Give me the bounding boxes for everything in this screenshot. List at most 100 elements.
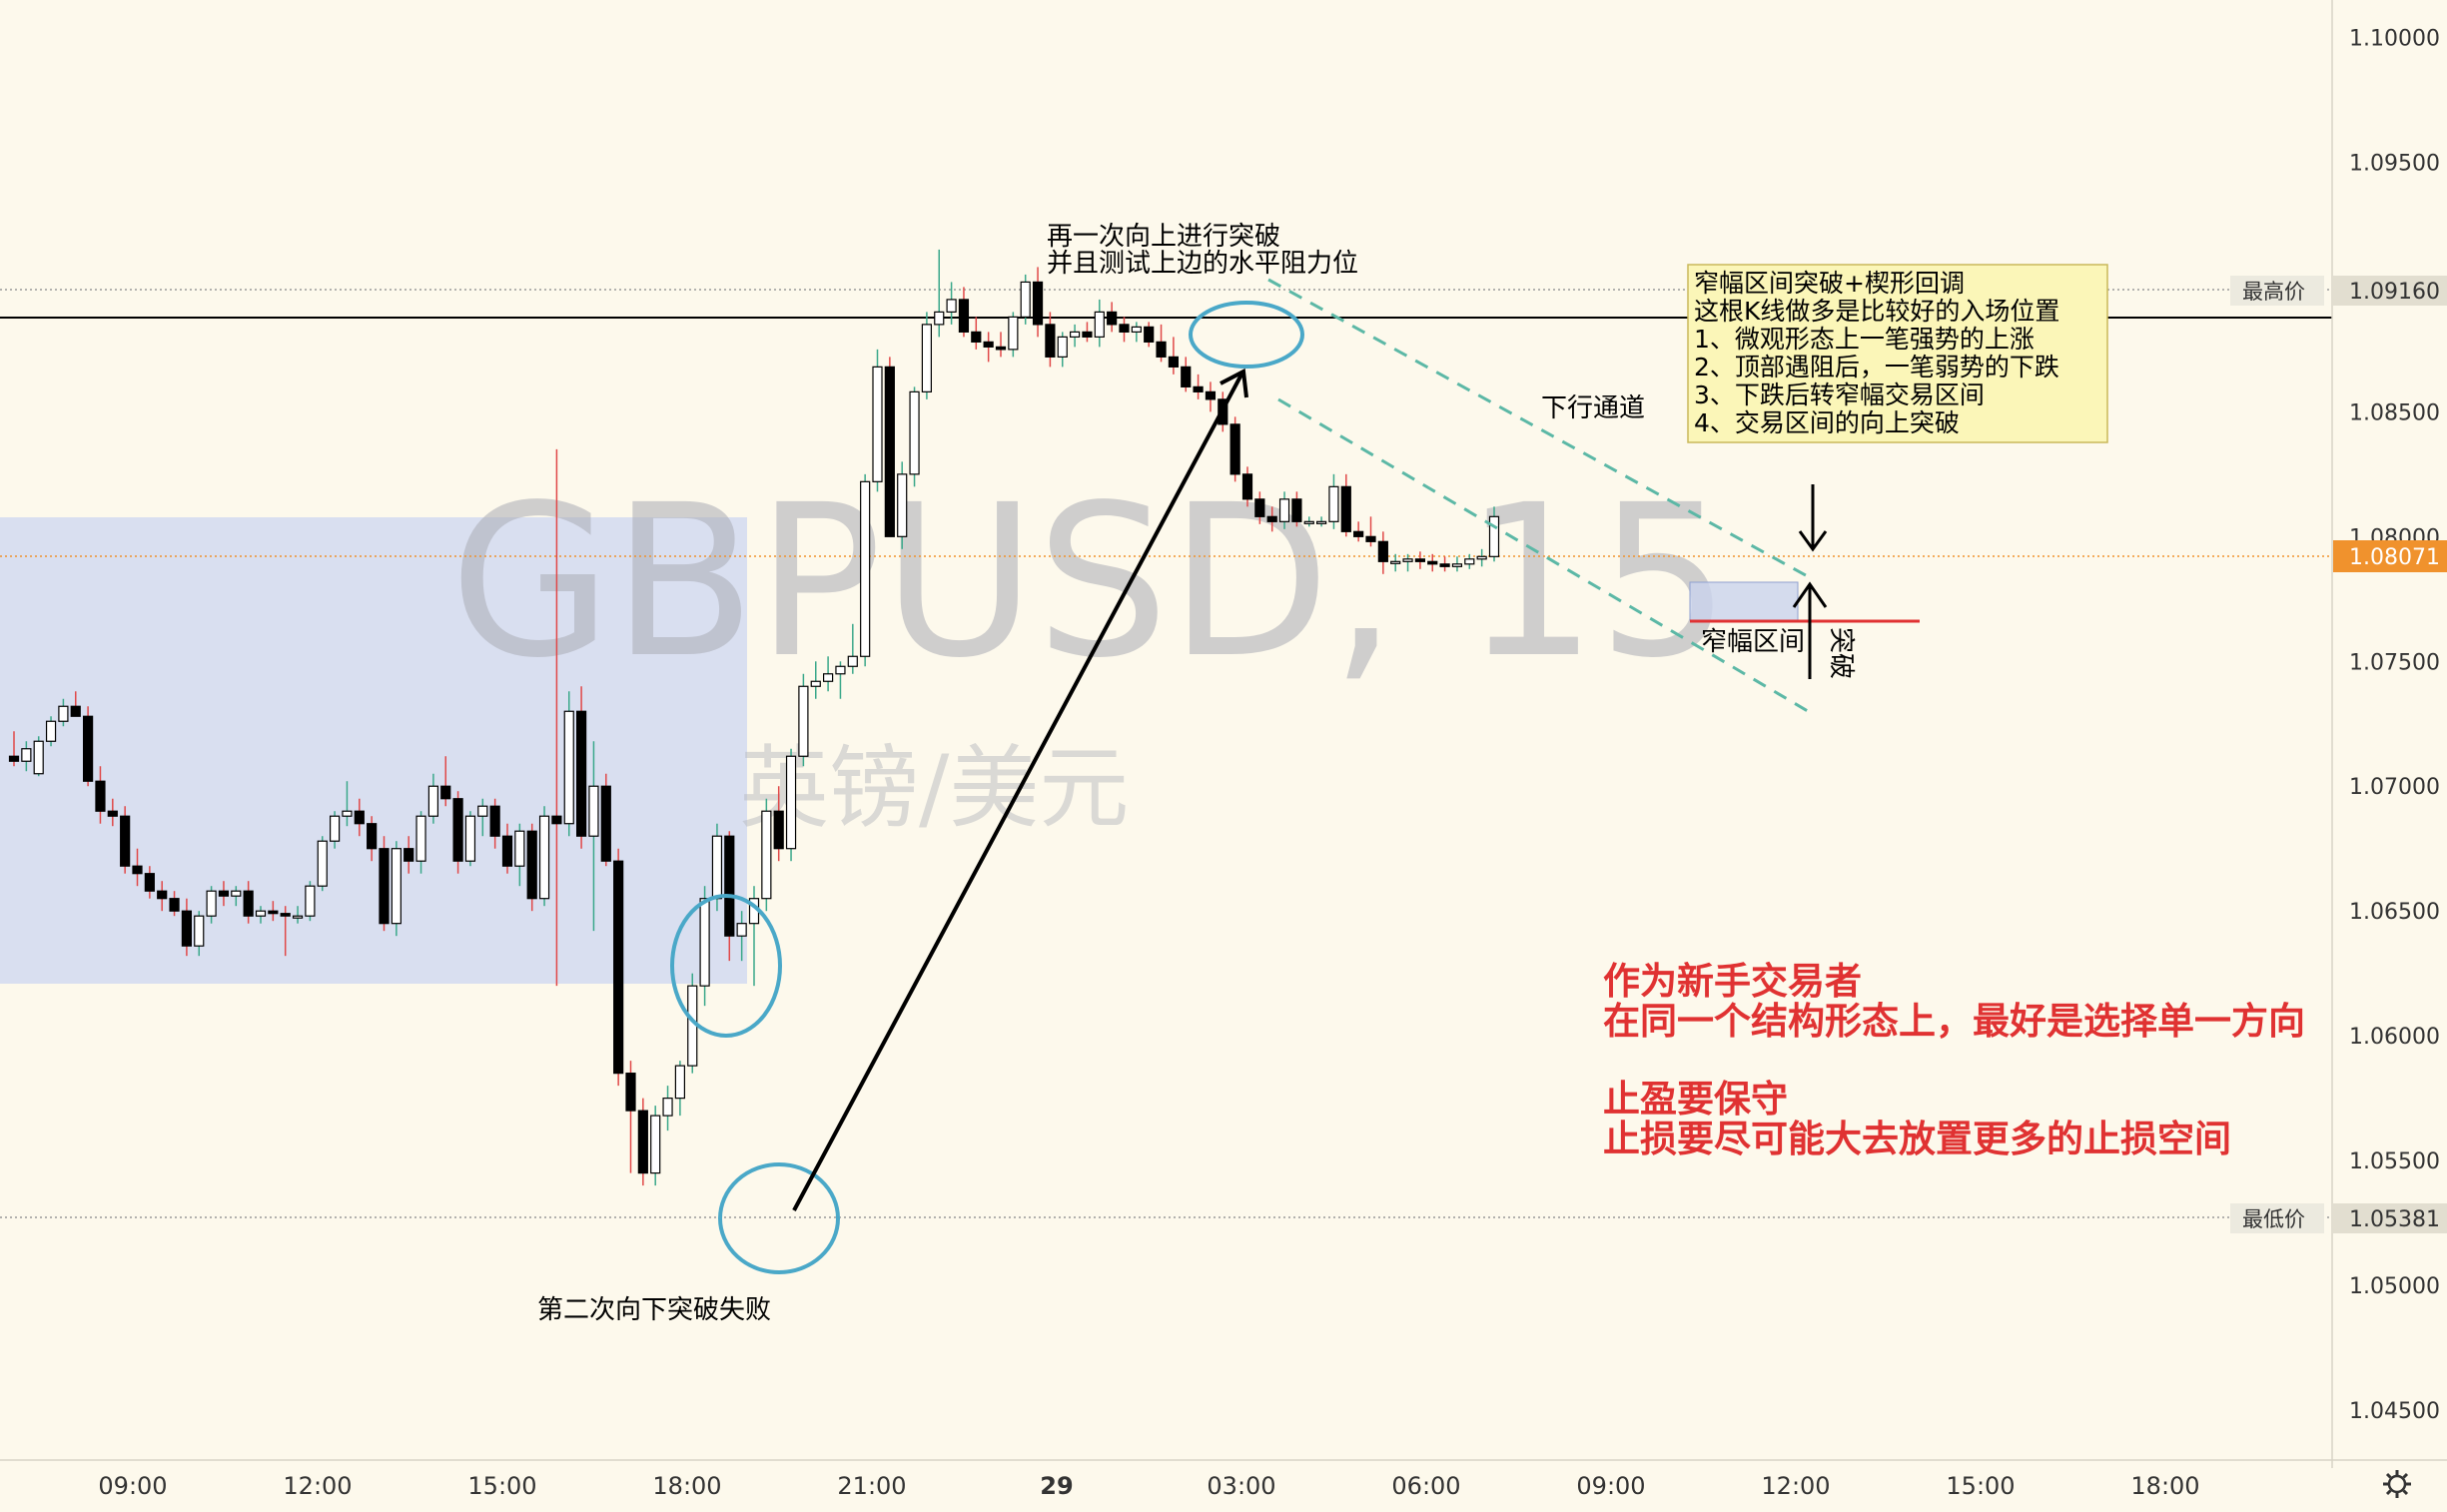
candle-body — [1107, 311, 1118, 326]
rally-arrow-head — [1220, 368, 1248, 398]
time-tick-label: 15:00 — [1946, 1472, 2015, 1500]
candle-body — [1020, 281, 1031, 318]
candle-body — [243, 890, 254, 917]
candle-body — [1328, 485, 1339, 522]
high-price-value-bg — [2333, 276, 2447, 306]
candle-body — [625, 1073, 636, 1112]
candle-body — [1476, 555, 1487, 560]
candle-body — [860, 480, 871, 657]
info-box-line-3: 1、微观形态上一笔强势的上涨 — [1694, 325, 2035, 354]
candle-body — [958, 299, 970, 333]
candles-group — [8, 249, 1500, 1186]
candle-body — [280, 913, 291, 917]
channel-upper-line — [1267, 278, 1814, 581]
range-label: 窄幅区间 — [1701, 627, 1805, 657]
candle-body — [1451, 563, 1463, 567]
watermark-symbol: GBPUSD, 15 — [449, 459, 1731, 704]
price-tick-label: 1.05000 — [2349, 1274, 2440, 1299]
channel-lower-line — [1277, 397, 1814, 716]
candle-body — [132, 865, 143, 875]
candle-body — [674, 1065, 686, 1100]
low-price-value: 1.05381 — [2349, 1207, 2440, 1232]
candle-body — [1303, 520, 1314, 524]
candle-body — [1488, 515, 1500, 557]
candle-body — [1057, 336, 1068, 358]
candle-body — [662, 1098, 673, 1117]
bottom-note: 第二次向下突破失败 — [537, 1295, 771, 1325]
channel-label: 下行通道 — [1541, 393, 1645, 423]
candle-body — [798, 685, 809, 757]
candle-body — [884, 366, 895, 537]
candle-body — [231, 890, 242, 897]
watermark-subtitle: 英镑/美元 — [739, 736, 1129, 841]
candle-body — [415, 815, 426, 862]
candle-body — [810, 680, 821, 687]
candle-body — [1008, 316, 1019, 351]
candle-body — [404, 848, 414, 862]
candle-body — [1193, 385, 1204, 392]
price-axis-panel — [2332, 0, 2447, 1508]
candle-body — [1241, 473, 1253, 500]
time-tick-label: 12:00 — [1761, 1472, 1830, 1500]
candle-body — [452, 798, 463, 862]
price-tick-label: 1.09500 — [2349, 151, 2440, 176]
price-tick-label: 1.06000 — [2349, 1025, 2440, 1050]
high-price-marker-bg — [2230, 276, 2324, 306]
candle-body — [194, 915, 205, 947]
low-price-marker-bg — [2230, 1203, 2324, 1233]
candle-body — [379, 848, 390, 925]
entry-down-arrow-head — [1798, 530, 1828, 552]
candle-body — [1094, 311, 1105, 338]
candle-body — [1390, 560, 1401, 564]
candle-body — [33, 740, 44, 775]
info-box-line-6: 4、交易区间的向上突破 — [1694, 408, 1960, 437]
candle-body — [157, 890, 168, 900]
candle-body — [1340, 485, 1351, 532]
info-box — [1687, 264, 2108, 443]
circle-low — [718, 1162, 840, 1274]
time-tick-label: 09:00 — [1576, 1472, 1645, 1500]
candle-body — [909, 390, 920, 475]
red-text-line-4: 止盈要保守 — [1603, 1078, 1788, 1121]
price-tick-label: 1.08500 — [2349, 400, 2440, 425]
candle-body — [1131, 326, 1142, 333]
candle-body — [946, 299, 957, 313]
current-price-value-bg — [2333, 540, 2447, 572]
candle-body — [971, 331, 982, 343]
candle-body — [897, 473, 908, 537]
candle-body — [391, 848, 402, 925]
candle-body — [305, 885, 316, 917]
candle-body — [551, 815, 562, 825]
info-box-line-5: 3、下跌后转窄幅交易区间 — [1694, 380, 1985, 409]
settings-gear-icon[interactable] — [2383, 1470, 2411, 1498]
low-price-value-bg — [2333, 1203, 2447, 1233]
candle-body — [538, 815, 550, 900]
time-tick-label: 15:00 — [467, 1472, 536, 1500]
rally-arrow-line — [792, 374, 1243, 1211]
time-tick-label: 21:00 — [837, 1472, 906, 1500]
candle-body — [218, 890, 230, 897]
candle-body — [1156, 341, 1167, 358]
time-tick-label: 29 — [1040, 1472, 1073, 1500]
candle-body — [785, 755, 797, 850]
info-box-line-2: 这根K线做多是比较好的入场位置 — [1694, 297, 2059, 326]
candle-body — [588, 785, 599, 837]
candle-body — [1427, 560, 1438, 565]
candle-body — [699, 898, 710, 987]
candle-body — [255, 910, 267, 917]
candle-body — [1119, 324, 1130, 333]
candle-body — [107, 810, 118, 817]
candle-body — [1464, 558, 1475, 565]
candle-body — [773, 810, 784, 850]
candle-body — [1439, 563, 1450, 567]
candle-body — [711, 835, 723, 900]
candle-body — [514, 830, 525, 867]
candle-body — [847, 655, 858, 667]
candle-body — [1402, 558, 1413, 562]
current-price-value: 1.08071 — [2349, 545, 2440, 570]
candle-body — [1205, 390, 1217, 400]
candle-body — [1168, 356, 1180, 368]
top-note-line-2: 并且测试上边的水平阻力位 — [1047, 249, 1358, 279]
